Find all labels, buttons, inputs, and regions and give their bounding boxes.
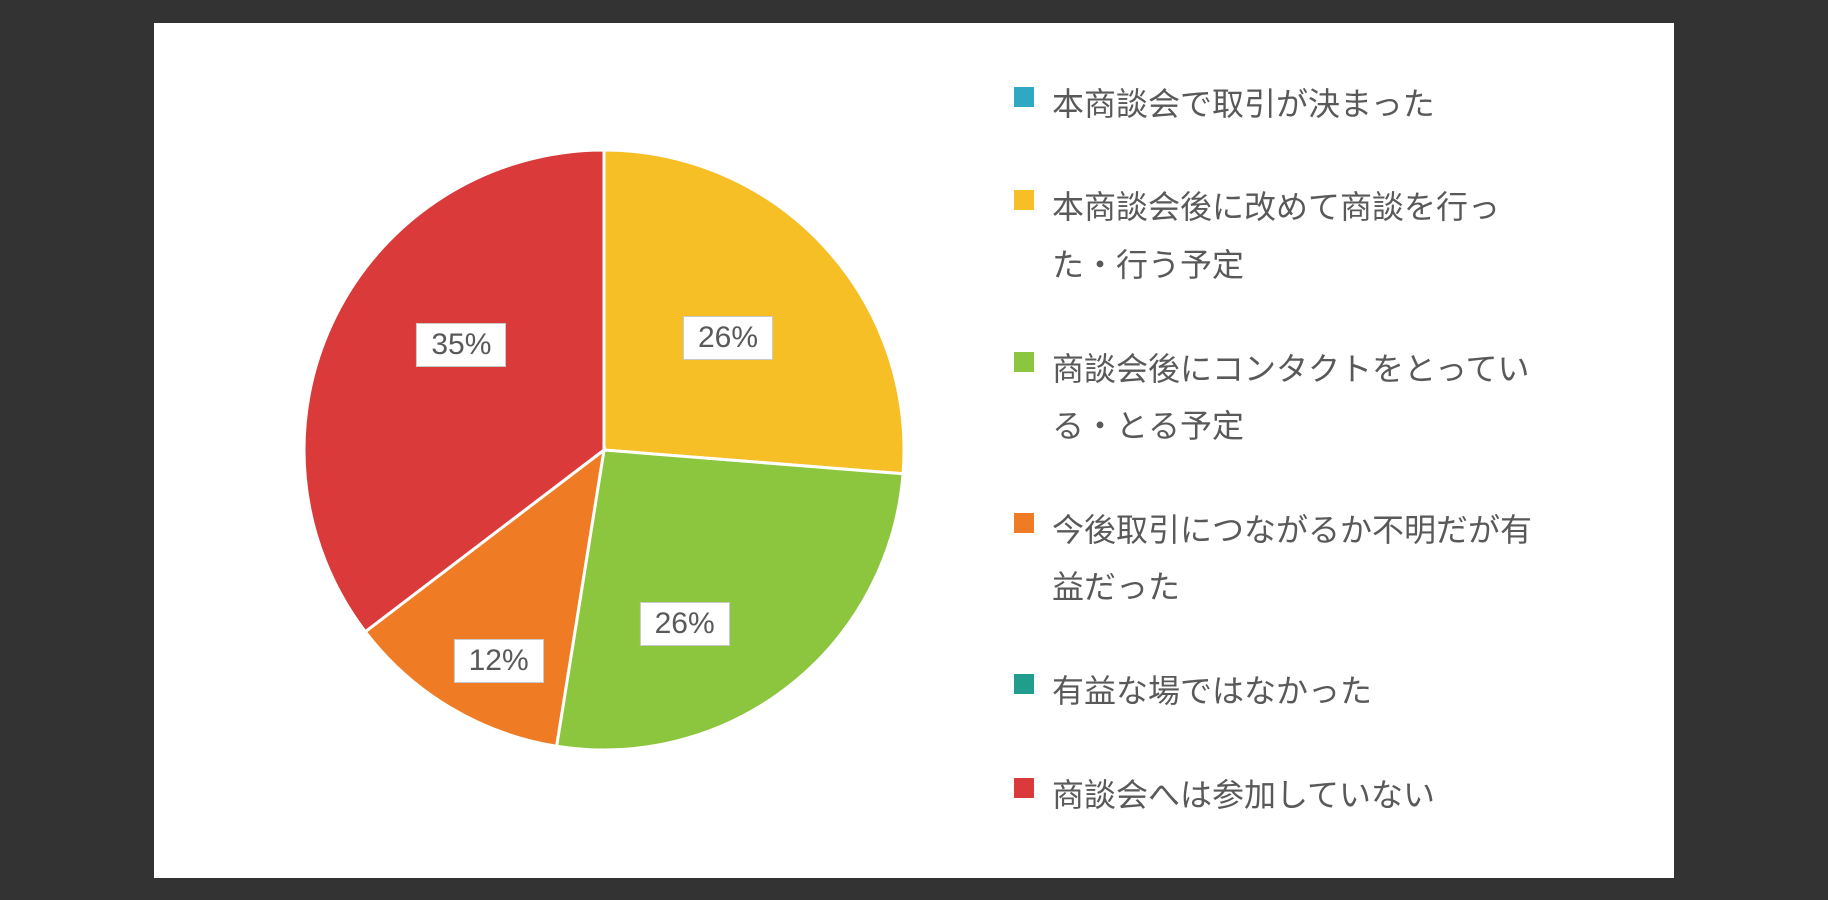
slice-data-label-text: 26%	[655, 607, 715, 640]
legend-item: 今後取引につながるか不明だが有益だった	[1014, 502, 1594, 617]
legend-swatch	[1014, 352, 1034, 372]
legend-item: 本商談会で取引が決まった	[1014, 76, 1594, 134]
legend-label: 商談会後にコンタクトをとっている・とる予定	[1052, 341, 1552, 456]
legend-label: 有益な場ではなかった	[1052, 663, 1372, 721]
slice-data-label: 12%	[454, 639, 544, 683]
legend-item: 本商談会後に改めて商談を行った・行う予定	[1014, 179, 1594, 294]
legend-item: 有益な場ではなかった	[1014, 663, 1594, 721]
legend-swatch	[1014, 674, 1034, 694]
slice-data-label: 35%	[416, 323, 506, 367]
pie-slice	[604, 150, 904, 474]
slice-data-label-text: 35%	[431, 328, 491, 361]
pie-slice	[557, 450, 903, 750]
slice-data-label: 26%	[640, 602, 730, 646]
pie-svg	[294, 140, 914, 760]
legend-swatch	[1014, 513, 1034, 533]
legend-swatch	[1014, 190, 1034, 210]
legend-swatch	[1014, 778, 1034, 798]
legend-list: 本商談会で取引が決まった本商談会後に改めて商談を行った・行う予定商談会後にコンタ…	[1014, 76, 1594, 824]
legend-label: 本商談会で取引が決まった	[1052, 76, 1435, 134]
legend: 本商談会で取引が決まった本商談会後に改めて商談を行った・行う予定商談会後にコンタ…	[1014, 76, 1594, 824]
legend-label: 本商談会後に改めて商談を行った・行う予定	[1052, 179, 1552, 294]
legend-label: 商談会へは参加していない	[1052, 767, 1435, 825]
chart-card: 26% 26% 12% 35% 本商談会で取引が決まった本商談会後に改めて商談を行った…	[154, 23, 1674, 878]
legend-swatch	[1014, 87, 1034, 107]
legend-item: 商談会後にコンタクトをとっている・とる予定	[1014, 341, 1594, 456]
slice-data-label: 26%	[683, 316, 773, 360]
legend-label: 今後取引につながるか不明だが有益だった	[1052, 502, 1552, 617]
slice-data-label-text: 26%	[698, 321, 758, 354]
legend-item: 商談会へは参加していない	[1014, 767, 1594, 825]
pie-chart: 26% 26% 12% 35%	[294, 140, 914, 760]
slice-data-label-text: 12%	[469, 644, 529, 677]
